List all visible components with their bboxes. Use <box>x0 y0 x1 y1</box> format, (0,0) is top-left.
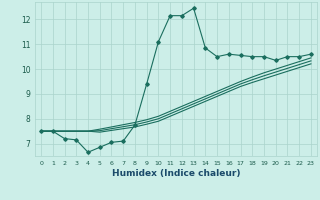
X-axis label: Humidex (Indice chaleur): Humidex (Indice chaleur) <box>112 169 240 178</box>
